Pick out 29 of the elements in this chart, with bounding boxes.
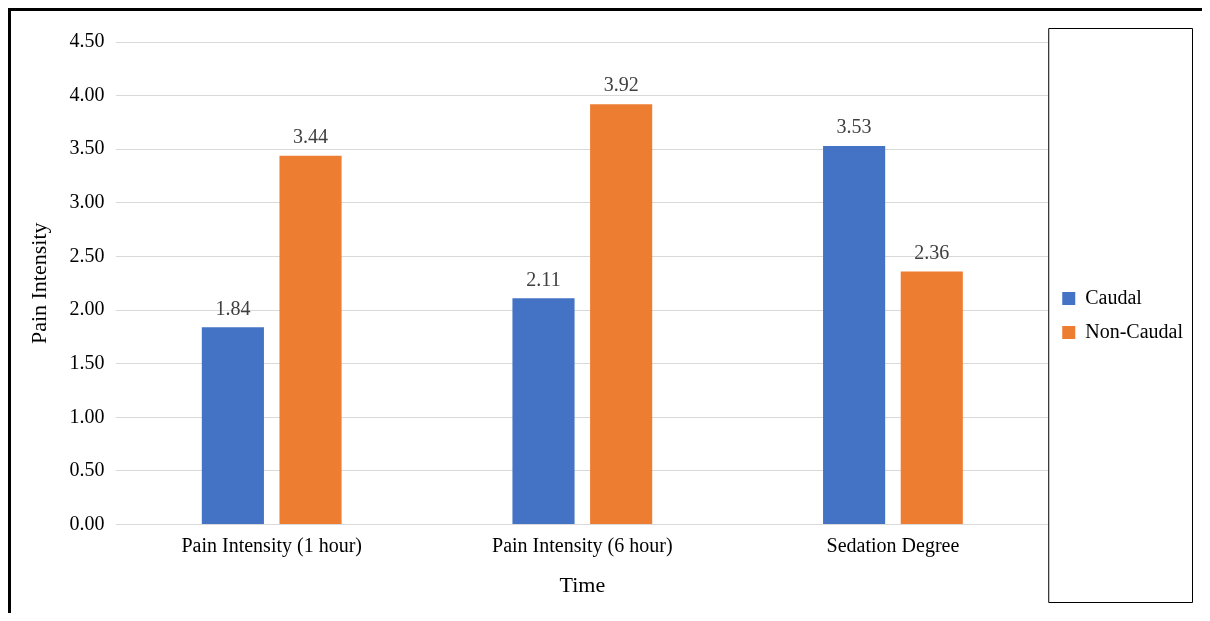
y-tick-label: 4.50: [69, 29, 105, 52]
y-tick-label: 2.00: [69, 297, 105, 320]
y-tick-label: 1.00: [69, 404, 105, 427]
legend-label: Non-Caudal: [1085, 319, 1184, 342]
text: 1.84: [215, 296, 251, 319]
y-tick-label: 1.50: [69, 350, 105, 373]
y-axis-title: Pain Intensity: [25, 222, 51, 345]
text: 3.92: [603, 73, 639, 96]
y-tick-label: 3.00: [69, 190, 105, 213]
text: 3.53: [836, 115, 872, 138]
y-tick-label: 0.00: [69, 511, 105, 534]
y-tick-label: 0.50: [69, 458, 105, 481]
x-tick-label: Sedation Degree: [826, 533, 960, 557]
x-tick-label: Pain Intensity (1 hour): [181, 533, 362, 557]
x-axis-title: Time: [559, 571, 606, 597]
y-tick-label: 3.50: [69, 136, 105, 159]
bar: [900, 271, 963, 525]
legend-label: Caudal: [1085, 285, 1143, 308]
text: 3.44: [293, 124, 329, 147]
bar: [279, 155, 342, 525]
bar: [823, 146, 886, 525]
bar: [590, 104, 653, 525]
text: 2.11: [526, 267, 561, 290]
y-tick-label: 2.50: [69, 243, 105, 266]
x-tick-label: Pain Intensity (6 hour): [492, 533, 673, 557]
text: 2.36: [914, 240, 950, 263]
bar: [512, 298, 575, 525]
bar: [201, 327, 264, 525]
y-tick-label: 4.00: [69, 82, 105, 105]
